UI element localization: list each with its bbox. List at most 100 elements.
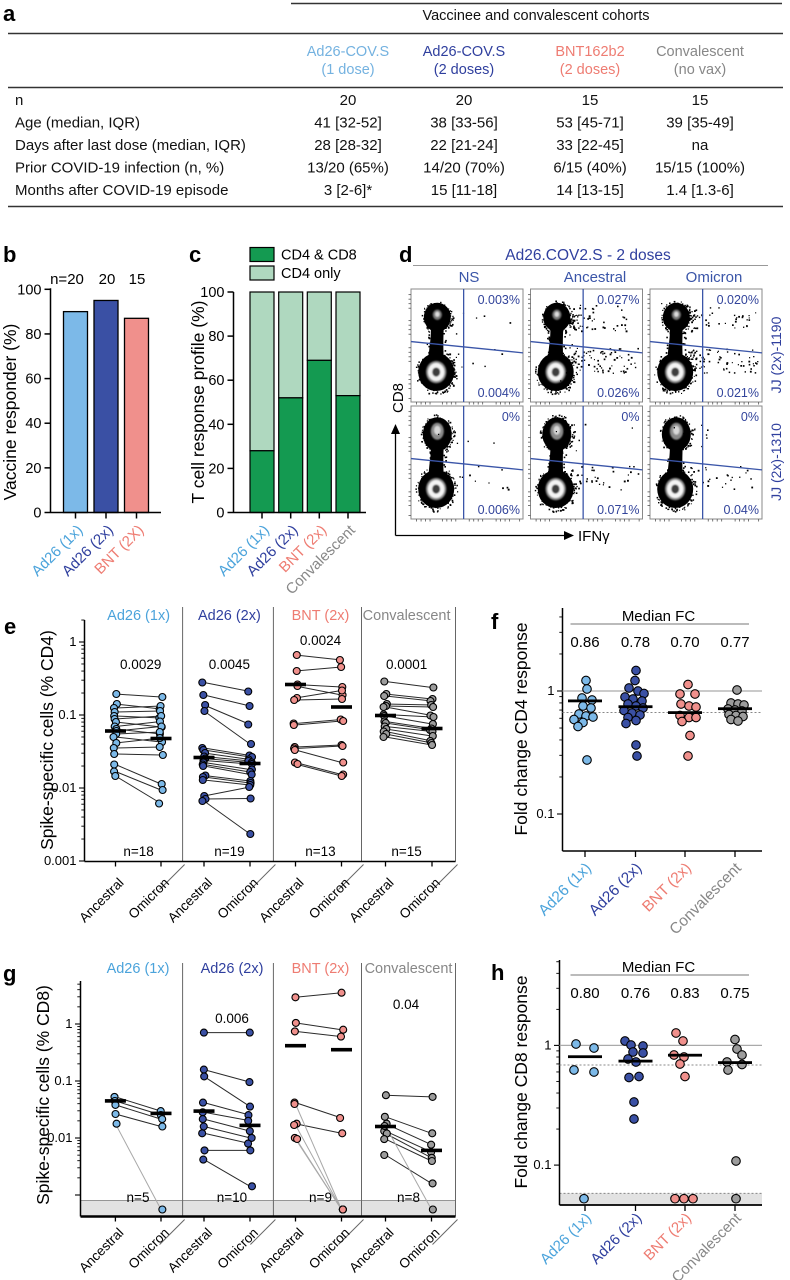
svg-text:n=8: n=8 xyxy=(397,1190,420,1205)
svg-text:0.86: 0.86 xyxy=(570,634,599,651)
svg-text:Vaccine responder (%): Vaccine responder (%) xyxy=(0,324,20,501)
svg-text:Fold change CD8 response: Fold change CD8 response xyxy=(511,975,531,1188)
svg-text:14 [13-15]: 14 [13-15] xyxy=(556,182,624,199)
svg-text:0%: 0% xyxy=(502,410,520,424)
svg-text:Ad26 (1x): Ad26 (1x) xyxy=(107,961,170,977)
svg-text:0.0045: 0.0045 xyxy=(209,657,250,672)
svg-text:Fold change CD4 response: Fold change CD4 response xyxy=(511,622,531,835)
svg-text:0.1: 0.1 xyxy=(58,707,76,722)
svg-text:20: 20 xyxy=(456,92,473,109)
svg-text:40: 40 xyxy=(208,417,224,433)
svg-text:0: 0 xyxy=(33,506,41,522)
svg-text:22 [21-24]: 22 [21-24] xyxy=(430,137,498,154)
svg-text:80: 80 xyxy=(25,327,41,343)
svg-text:Ad26-COV.S: Ad26-COV.S xyxy=(307,44,389,60)
svg-text:Months after COVID-19 episode: Months after COVID-19 episode xyxy=(15,182,228,199)
svg-text:20: 20 xyxy=(208,461,224,477)
svg-text:0.70: 0.70 xyxy=(670,634,699,651)
svg-text:f: f xyxy=(491,609,499,634)
svg-text:20: 20 xyxy=(340,92,357,109)
svg-text:41 [32-52]: 41 [32-52] xyxy=(314,115,382,132)
svg-text:0.78: 0.78 xyxy=(621,634,650,651)
svg-text:0.83: 0.83 xyxy=(670,985,699,1002)
svg-text:0.76: 0.76 xyxy=(621,985,650,1002)
svg-text:100: 100 xyxy=(200,285,224,301)
svg-text:BNT (2x): BNT (2x) xyxy=(292,961,350,977)
svg-text:BNT162b2: BNT162b2 xyxy=(555,44,624,60)
svg-text:Convalescent: Convalescent xyxy=(656,44,744,60)
svg-text:0.01: 0.01 xyxy=(47,1130,72,1145)
svg-text:Spike-specific cells (% CD4): Spike-specific cells (% CD4) xyxy=(37,630,57,850)
svg-text:0.77: 0.77 xyxy=(720,634,749,651)
svg-text:14/20 (70%): 14/20 (70%) xyxy=(423,160,505,177)
svg-text:Median FC: Median FC xyxy=(622,608,696,625)
svg-text:1: 1 xyxy=(69,634,76,649)
svg-text:Convalescent: Convalescent xyxy=(365,961,453,977)
svg-text:n=15: n=15 xyxy=(391,844,421,859)
svg-text:0.001: 0.001 xyxy=(44,853,77,868)
svg-text:0.1: 0.1 xyxy=(536,806,554,821)
svg-text:0.006%: 0.006% xyxy=(478,503,520,517)
svg-text:(1 dose): (1 dose) xyxy=(321,62,374,78)
svg-text:b: b xyxy=(3,242,16,267)
svg-text:0.0024: 0.0024 xyxy=(300,633,342,648)
svg-text:n=20: n=20 xyxy=(50,271,84,288)
svg-text:0.04: 0.04 xyxy=(393,997,420,1012)
svg-text:Days after last dose (median,: Days after last dose (median, IQR) xyxy=(15,137,246,154)
svg-text:Ad26.COV2.S - 2 doses: Ad26.COV2.S - 2 doses xyxy=(505,247,671,264)
svg-text:NS: NS xyxy=(459,269,480,286)
svg-text:0%: 0% xyxy=(621,410,639,424)
svg-text:40: 40 xyxy=(25,416,41,432)
svg-text:CD8: CD8 xyxy=(390,383,407,413)
svg-text:c: c xyxy=(189,242,201,267)
svg-text:Ancestral: Ancestral xyxy=(564,269,627,286)
svg-text:Median FC: Median FC xyxy=(622,959,696,976)
svg-text:JJ (2x)-1190: JJ (2x)-1190 xyxy=(768,316,784,393)
svg-text:1: 1 xyxy=(547,683,554,698)
svg-text:1: 1 xyxy=(65,1016,72,1031)
svg-text:15: 15 xyxy=(582,92,599,109)
svg-text:n=18: n=18 xyxy=(123,844,153,859)
svg-text:d: d xyxy=(399,242,412,267)
svg-text:0.0001: 0.0001 xyxy=(386,657,427,672)
svg-text:15/15 (100%): 15/15 (100%) xyxy=(655,160,745,177)
svg-text:Ad26 (2x): Ad26 (2x) xyxy=(201,961,264,977)
svg-text:0.026%: 0.026% xyxy=(597,386,639,400)
svg-text:T cell response profile (%): T cell response profile (%) xyxy=(188,301,208,504)
svg-text:(2 doses): (2 doses) xyxy=(560,62,620,78)
svg-text:13/20 (65%): 13/20 (65%) xyxy=(307,160,389,177)
svg-text:g: g xyxy=(3,961,16,986)
svg-text:Ad26 (1x): Ad26 (1x) xyxy=(107,608,170,624)
svg-text:0.01: 0.01 xyxy=(51,780,76,795)
svg-text:20: 20 xyxy=(25,461,41,477)
svg-text:0.006: 0.006 xyxy=(215,1011,249,1026)
svg-text:28 [28-32]: 28 [28-32] xyxy=(314,137,382,154)
svg-text:3 [2-6]*: 3 [2-6]* xyxy=(324,182,373,199)
svg-text:0.027%: 0.027% xyxy=(597,293,639,307)
svg-text:CD4 & CD8: CD4 & CD8 xyxy=(281,248,357,264)
svg-text:80: 80 xyxy=(208,329,224,345)
svg-text:0.003%: 0.003% xyxy=(478,293,520,307)
svg-text:0.75: 0.75 xyxy=(720,985,749,1002)
svg-text:JJ (2x)-1310: JJ (2x)-1310 xyxy=(768,423,784,501)
svg-text:n: n xyxy=(15,92,23,109)
svg-text:Ad26-COV.S: Ad26-COV.S xyxy=(423,44,505,60)
svg-text:0.071%: 0.071% xyxy=(597,503,639,517)
svg-text:0.1: 0.1 xyxy=(533,1157,551,1172)
svg-text:6/15 (40%): 6/15 (40%) xyxy=(553,160,626,177)
svg-text:IFNγ: IFNγ xyxy=(578,528,610,545)
svg-text:CD4 only: CD4 only xyxy=(281,266,341,282)
svg-text:Age (median, IQR): Age (median, IQR) xyxy=(15,115,140,132)
svg-text:h: h xyxy=(491,960,504,985)
svg-text:33 [22-45]: 33 [22-45] xyxy=(556,137,624,154)
svg-text:(2 doses): (2 doses) xyxy=(434,62,494,78)
svg-text:20: 20 xyxy=(99,271,116,288)
svg-text:0.80: 0.80 xyxy=(570,985,599,1002)
svg-text:0.004%: 0.004% xyxy=(478,386,520,400)
svg-text:0.0029: 0.0029 xyxy=(120,657,161,672)
svg-text:Ad26 (2x): Ad26 (2x) xyxy=(198,608,261,624)
svg-text:n=19: n=19 xyxy=(214,844,244,859)
svg-text:0.021%: 0.021% xyxy=(717,386,759,400)
svg-text:38 [33-56]: 38 [33-56] xyxy=(430,115,498,132)
svg-text:60: 60 xyxy=(208,373,224,389)
